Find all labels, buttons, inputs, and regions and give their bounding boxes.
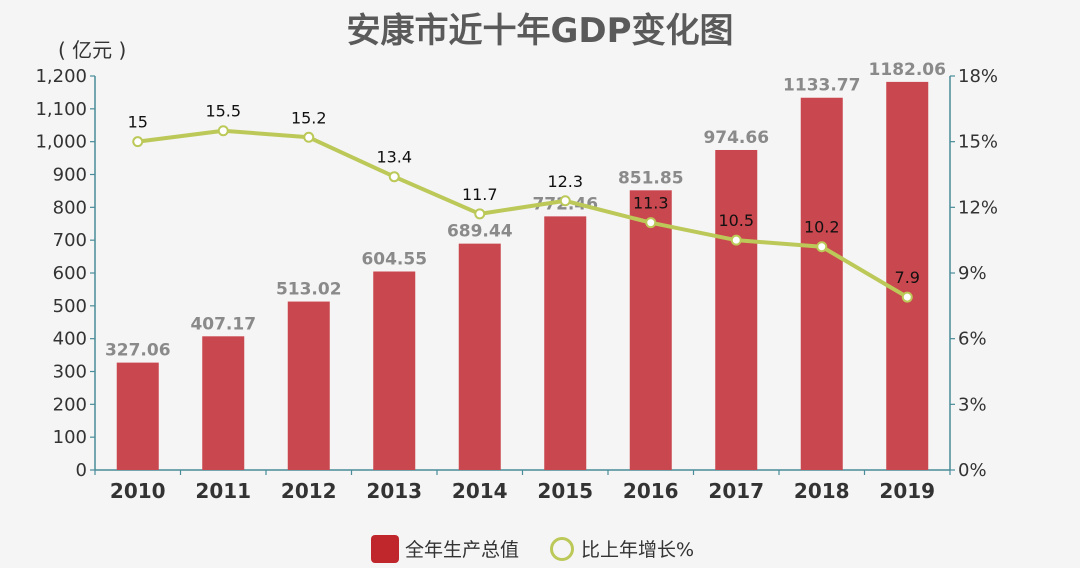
y-left-tick-label: 200 [53, 394, 87, 415]
line-point[interactable] [217, 125, 229, 137]
line-data-label: 11.3 [633, 194, 669, 213]
line-point[interactable] [730, 234, 742, 246]
legend-bar-swatch[interactable] [371, 535, 399, 563]
bar[interactable] [373, 271, 416, 470]
line-data-label: 15 [128, 113, 148, 132]
x-tick-label: 2016 [623, 479, 679, 503]
line-data-label: 13.4 [376, 148, 412, 167]
line-data-label: 7.9 [895, 268, 920, 287]
x-tick-label: 2013 [366, 479, 422, 503]
bar[interactable] [715, 149, 758, 470]
y-left-tick-label: 400 [53, 329, 87, 350]
line-point[interactable] [645, 217, 657, 229]
line-point[interactable] [474, 208, 486, 220]
y-right-tick-label: 3% [958, 394, 987, 415]
y-axis-unit-label: ( 亿元 ) [58, 38, 126, 62]
y-left-tick-label: 300 [53, 362, 87, 383]
line-point[interactable] [132, 136, 144, 148]
bar[interactable] [544, 216, 587, 470]
y-right-tick-label: 0% [958, 460, 987, 481]
bar[interactable] [202, 336, 245, 470]
x-tick-label: 2014 [452, 479, 508, 503]
line-data-label: 12.3 [547, 172, 583, 191]
bar-data-label: 327.06 [105, 341, 171, 361]
bar-data-label: 604.55 [361, 250, 427, 270]
y-left-tick-label: 700 [53, 230, 87, 251]
bar-data-label: 974.66 [703, 128, 769, 148]
line-data-label: 15.2 [291, 108, 327, 127]
y-right-tick-label: 15% [958, 132, 998, 153]
bar[interactable] [458, 243, 501, 470]
y-left-tick-label: 0 [76, 460, 87, 481]
legend: 全年生产总值 比上年增长% [371, 535, 694, 563]
x-tick-label: 2018 [794, 479, 850, 503]
bar[interactable] [800, 97, 843, 470]
x-tick-label: 2017 [708, 479, 764, 503]
y-right-tick-label: 6% [958, 329, 987, 350]
line-point[interactable] [816, 241, 828, 253]
y-left-tick-label: 1,100 [35, 99, 87, 120]
x-tick-label: 2019 [879, 479, 935, 503]
x-tick-label: 2011 [195, 479, 251, 503]
y-left-tick-label: 500 [53, 296, 87, 317]
line-point[interactable] [901, 291, 913, 303]
y-right-tick-label: 9% [958, 263, 987, 284]
bar-data-label: 513.02 [276, 280, 342, 300]
line-data-label: 10.2 [804, 218, 840, 237]
line-point[interactable] [303, 131, 315, 143]
bar-series: 327.06407.17513.02604.55689.44772.46851.… [105, 60, 946, 471]
y-left-tick-label: 600 [53, 263, 87, 284]
y-left-tick-label: 1,000 [35, 132, 87, 153]
y-left-tick-label: 900 [53, 165, 87, 186]
legend-bar-label[interactable]: 全年生产总值 [405, 539, 519, 561]
line-data-label: 15.5 [205, 102, 241, 121]
y-left-tick-label: 100 [53, 427, 87, 448]
x-tick-label: 2015 [537, 479, 593, 503]
legend-line-label[interactable]: 比上年增长% [581, 539, 694, 561]
axes: 0 100 200 300 400 500 600 700 800 900 1,000 1,100 1,… [35, 66, 998, 503]
bar[interactable] [629, 190, 672, 470]
bar[interactable] [116, 362, 159, 470]
y-left-tick-label: 800 [53, 197, 87, 218]
y-right-tick-label: 18% [958, 66, 998, 87]
line-data-label: 10.5 [718, 211, 754, 230]
line-path [137, 128, 909, 299]
bar[interactable] [886, 81, 929, 471]
bar-data-label: 1182.06 [869, 60, 946, 80]
legend-line-marker[interactable] [550, 537, 574, 561]
line-series: 15 15.5 15.2 13.4 11.7 12.3 11.3 10.5 10.2 7.9 [128, 102, 920, 303]
line-point[interactable] [388, 171, 400, 183]
bar-data-label: 407.17 [190, 314, 256, 334]
line-point[interactable] [559, 195, 571, 207]
chart-title: 安康市近十年GDP变化图 [346, 11, 733, 51]
line-data-label: 11.7 [462, 185, 498, 204]
y-left-tick-label: 1,200 [35, 66, 87, 87]
bar-data-label: 851.85 [618, 168, 684, 188]
bar-data-label: 689.44 [447, 222, 513, 242]
bar-data-label: 1133.77 [783, 76, 860, 96]
x-tick-label: 2012 [281, 479, 337, 503]
y-right-tick-label: 12% [958, 197, 998, 218]
x-tick-label: 2010 [110, 479, 166, 503]
bar[interactable] [287, 301, 330, 470]
